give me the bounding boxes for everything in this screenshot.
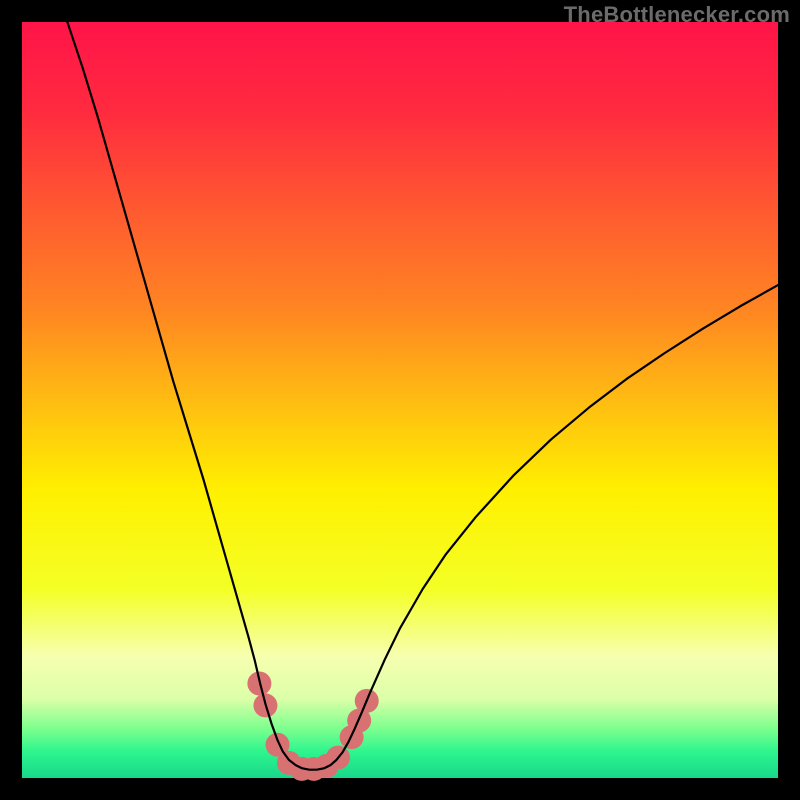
plot-area xyxy=(22,22,778,778)
watermark-text: TheBottlenecker.com xyxy=(564,2,790,28)
curve-layer xyxy=(22,22,778,778)
bottleneck-curve xyxy=(67,22,778,770)
threshold-markers xyxy=(247,672,378,781)
chart-frame: TheBottlenecker.com xyxy=(0,0,800,800)
